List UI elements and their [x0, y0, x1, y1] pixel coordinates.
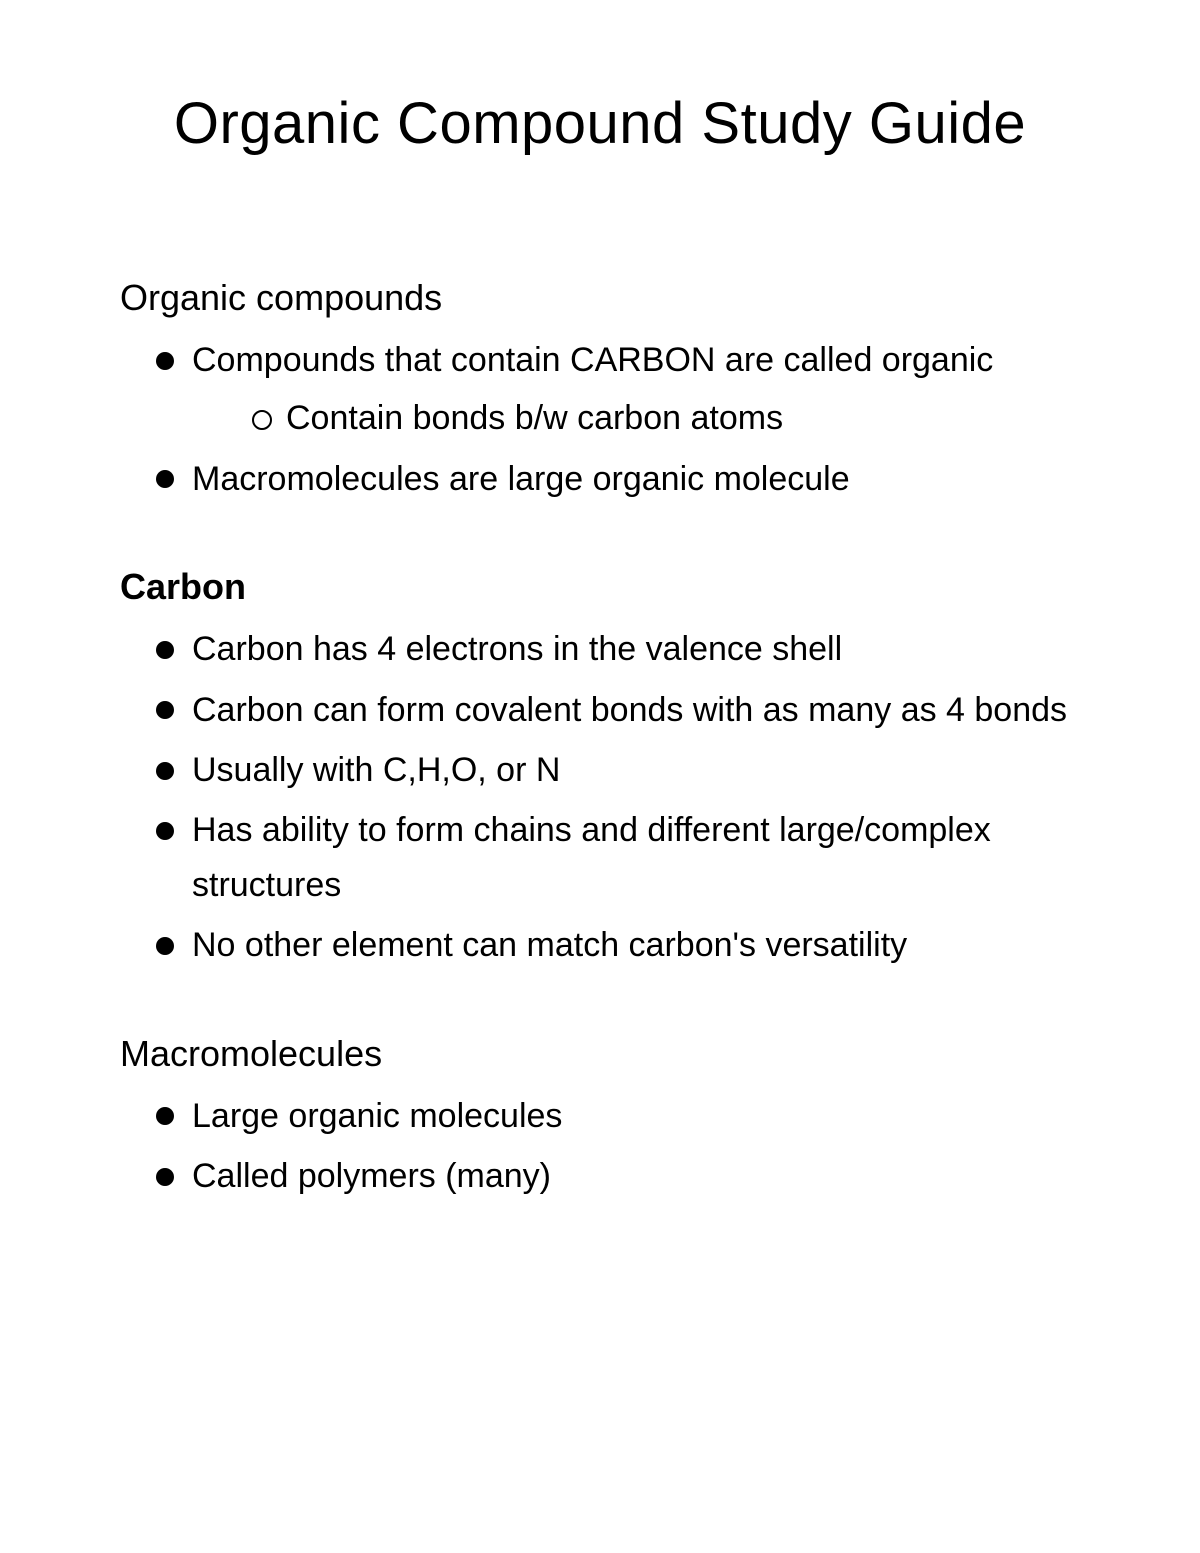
- page-title: Organic Compound Study Guide: [120, 90, 1080, 157]
- sub-bullet-list: Contain bonds b/w carbon atoms: [252, 391, 1080, 445]
- list-item-text: Called polymers (many): [192, 1157, 551, 1195]
- list-item-text: Has ability to form chains and different…: [192, 811, 991, 903]
- list-item: Called polymers (many): [156, 1149, 1080, 1203]
- section-carbon: Carbon Carbon has 4 electrons in the val…: [120, 566, 1080, 972]
- bullet-list: Large organic molecules Called polymers …: [156, 1089, 1080, 1204]
- list-item: Macromolecules are large organic molecul…: [156, 452, 1080, 506]
- document-page: Organic Compound Study Guide Organic com…: [0, 0, 1200, 1363]
- list-item: Carbon can form covalent bonds with as m…: [156, 683, 1080, 737]
- list-item-text: Macromolecules are large organic molecul…: [192, 460, 850, 498]
- list-item-text: Large organic molecules: [192, 1097, 562, 1135]
- section-macromolecules: Macromolecules Large organic molecules C…: [120, 1033, 1080, 1204]
- section-organic-compounds: Organic compounds Compounds that contain…: [120, 277, 1080, 506]
- section-heading: Macromolecules: [120, 1033, 1080, 1075]
- list-item: Compounds that contain CARBON are called…: [156, 333, 1080, 446]
- bullet-list: Compounds that contain CARBON are called…: [156, 333, 1080, 506]
- list-item: No other element can match carbon's vers…: [156, 918, 1080, 972]
- section-heading: Organic compounds: [120, 277, 1080, 319]
- sub-list-item-text: Contain bonds b/w carbon atoms: [286, 399, 783, 437]
- list-item-text: Usually with C,H,O, or N: [192, 751, 560, 789]
- list-item-text: Carbon has 4 electrons in the valence sh…: [192, 630, 842, 668]
- list-item: Usually with C,H,O, or N: [156, 743, 1080, 797]
- list-item-text: Compounds that contain CARBON are called…: [192, 341, 993, 379]
- section-heading: Carbon: [120, 566, 1080, 608]
- list-item-text: No other element can match carbon's vers…: [192, 926, 907, 964]
- sub-list-item: Contain bonds b/w carbon atoms: [252, 391, 1080, 445]
- list-item: Carbon has 4 electrons in the valence sh…: [156, 622, 1080, 676]
- list-item: Has ability to form chains and different…: [156, 803, 1080, 912]
- list-item: Large organic molecules: [156, 1089, 1080, 1143]
- list-item-text: Carbon can form covalent bonds with as m…: [192, 691, 1067, 729]
- bullet-list: Carbon has 4 electrons in the valence sh…: [156, 622, 1080, 972]
